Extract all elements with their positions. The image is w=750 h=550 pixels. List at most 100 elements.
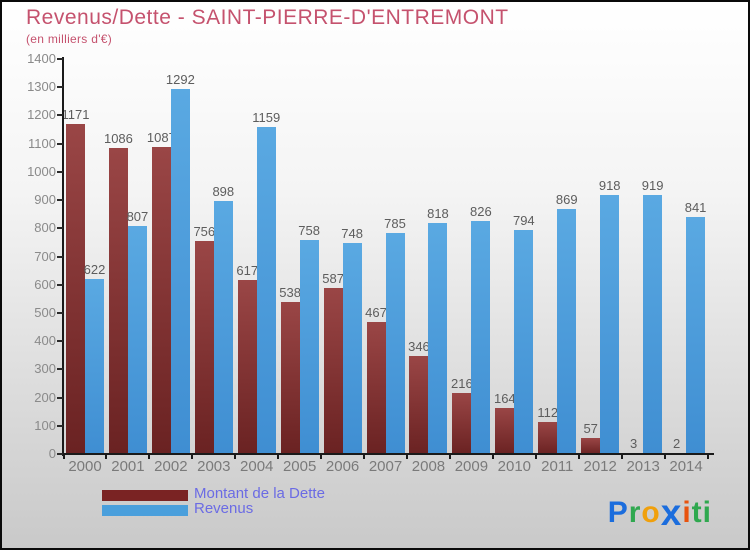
dette-value-label-2009: 216	[451, 376, 473, 392]
dette-bar-2005	[280, 302, 300, 454]
y-axis-tick-label: 800	[34, 220, 56, 236]
dette-bar-2004	[237, 279, 257, 454]
dette-value-label-2006: 587	[322, 271, 344, 287]
x-axis-tick	[534, 454, 537, 459]
y-axis-tick	[57, 58, 63, 60]
logo-letter: x	[660, 492, 683, 533]
revenus-value-label-2012: 918	[598, 177, 621, 193]
y-axis-tick-label: 0	[48, 446, 56, 461]
dette-value-label-2000: 1171	[61, 106, 90, 122]
revenus-bar-2006	[342, 242, 362, 454]
y-axis-tick	[57, 255, 63, 258]
logo-letter: P	[607, 496, 629, 529]
y-axis-tick	[57, 283, 63, 286]
y-axis-tick-label: 1300	[27, 79, 56, 95]
y-axis-tick-label: 1200	[27, 107, 56, 123]
revenus-value-label-2011: 869	[555, 191, 578, 207]
logo-letter: r	[628, 496, 642, 529]
y-axis-tick	[57, 142, 63, 145]
x-axis-tick	[405, 454, 408, 459]
revenus-bar-2002	[170, 89, 190, 454]
dette-value-label-2002: 1087	[146, 130, 176, 146]
x-axis-tick	[320, 454, 323, 459]
dette-value-label-2012: 57	[583, 420, 598, 436]
y-axis-tick-label: 900	[34, 192, 56, 208]
revenus-bar-2009	[471, 220, 491, 454]
revenus-value-label-2009: 826	[470, 203, 492, 219]
dette-value-label-2003: 756	[193, 223, 216, 239]
revenus-bar-2011	[557, 208, 577, 454]
logo-letter: o	[641, 496, 661, 529]
x-axis-label-2002: 2002	[154, 458, 188, 475]
dette-bar-2003	[194, 240, 214, 454]
dette-value-label-2001: 1086	[103, 130, 133, 146]
proxiti-logo: Proxiti	[607, 489, 712, 533]
dette-value-label-2004: 617	[236, 262, 259, 278]
chart-title: Revenus/Dette - SAINT-PIERRE-D'ENTREMONT	[26, 6, 509, 29]
y-axis-line	[62, 57, 64, 456]
x-axis-label-2013: 2013	[626, 458, 660, 475]
x-axis-label-2012: 2012	[583, 458, 617, 475]
y-axis-tick-label: 1000	[27, 163, 56, 179]
dette-bar-2007	[366, 322, 386, 454]
revenus-bar-2003	[213, 200, 233, 454]
y-axis-tick-label: 200	[34, 389, 56, 405]
x-axis-label-2004: 2004	[240, 458, 274, 475]
x-axis-label-2009: 2009	[454, 458, 489, 475]
y-axis-tick-label: 1400	[27, 51, 56, 66]
x-axis-tick	[663, 454, 666, 459]
revenus-bar-2013	[643, 194, 663, 454]
dette-value-label-2010: 164	[493, 390, 516, 406]
y-axis-tick-label: 1100	[28, 135, 56, 151]
x-axis-tick	[706, 454, 709, 459]
revenus-bar-2007	[385, 232, 405, 454]
revenus-value-label-2014: 841	[684, 199, 707, 215]
x-axis-label-2000: 2000	[68, 458, 102, 475]
revenus-bar-2004	[256, 126, 276, 454]
revenus-value-label-2010: 794	[512, 212, 535, 228]
x-axis-tick	[491, 454, 494, 459]
logo-letter: i	[682, 496, 692, 529]
y-axis-tick-label: 500	[34, 304, 56, 320]
dette-bar-2006	[323, 288, 343, 454]
dette-value-label-2011: 112	[537, 405, 559, 421]
x-axis-tick	[105, 454, 108, 459]
y-axis-tick	[57, 396, 63, 399]
x-axis-label-2008: 2008	[411, 458, 446, 475]
x-axis-label-2003: 2003	[197, 458, 231, 475]
revenus-value-label-2006: 748	[341, 225, 363, 241]
y-axis-tick	[57, 368, 63, 371]
x-axis-tick	[277, 454, 280, 459]
revenus-value-label-2001: 807	[126, 209, 149, 225]
revenus-bar-2012	[600, 194, 620, 454]
x-axis-label-2011: 2011	[541, 458, 574, 475]
revenus-value-label-2005: 758	[298, 223, 321, 239]
revenus-bar-2014	[686, 216, 706, 454]
dette-bar-2002	[151, 147, 171, 454]
x-axis-label-2005: 2005	[282, 458, 317, 475]
revenus-value-label-2008: 818	[427, 206, 449, 222]
dette-bar-2012	[581, 437, 601, 454]
x-axis-tick	[577, 454, 580, 459]
revenus-bar-2000	[85, 278, 104, 454]
x-axis-label-2010: 2010	[497, 458, 532, 475]
legend-label-revenus: Revenus	[194, 500, 254, 517]
y-axis-tick	[57, 424, 63, 427]
dette-value-label-2005: 538	[279, 285, 302, 301]
y-axis-tick-label: 700	[34, 248, 56, 264]
y-axis-tick-label: 600	[34, 276, 56, 292]
y-axis-tick-label: 300	[34, 361, 56, 377]
x-axis-tick	[148, 454, 151, 459]
dette-bar-2001	[108, 147, 128, 454]
x-axis-tick	[191, 454, 194, 459]
x-axis-tick	[363, 454, 366, 459]
legend-label-dette: Montant de la Dette	[194, 485, 325, 502]
y-axis-tick	[57, 170, 63, 173]
dette-value-label-2008: 346	[408, 339, 430, 355]
x-axis-tick	[448, 454, 451, 459]
x-axis-tick	[62, 454, 65, 459]
x-axis-tick	[234, 454, 237, 459]
logo-letter: t	[691, 496, 703, 529]
revenus-value-label-2013: 919	[641, 177, 664, 193]
